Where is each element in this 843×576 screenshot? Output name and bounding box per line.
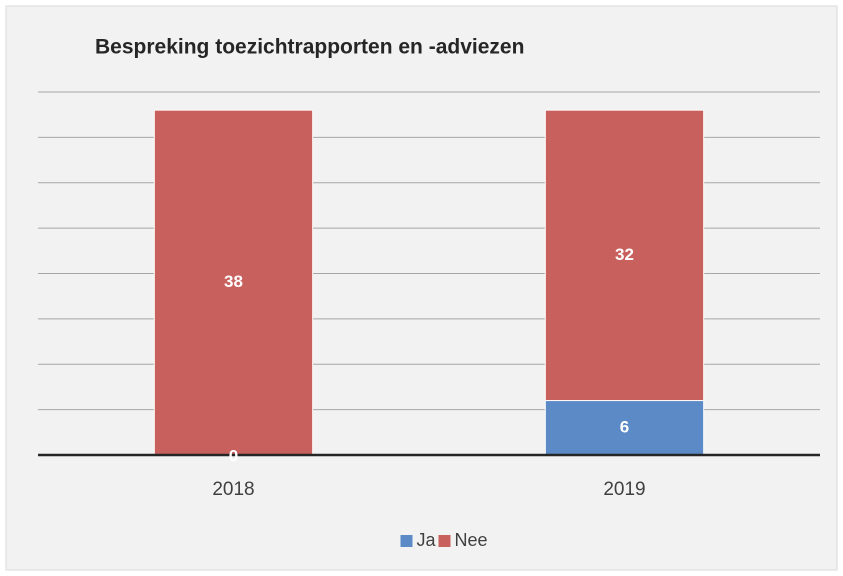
x-tick-label: 2018 [212,479,254,500]
data-label: 6 [620,417,629,436]
legend-label: Nee [455,530,488,550]
legend-swatch [438,535,451,547]
chart-title: Bespreking toezichtrapporten en -advieze… [95,36,524,59]
legend-swatch [400,535,413,547]
legend-label: Ja [417,530,437,550]
bar-segment [153,109,314,456]
bar-segment [544,109,705,402]
chart-background [5,5,838,571]
data-label: 32 [615,245,634,264]
data-label: 38 [224,272,243,291]
x-tick-label: 2019 [603,479,645,500]
data-label: 0 [229,446,238,465]
